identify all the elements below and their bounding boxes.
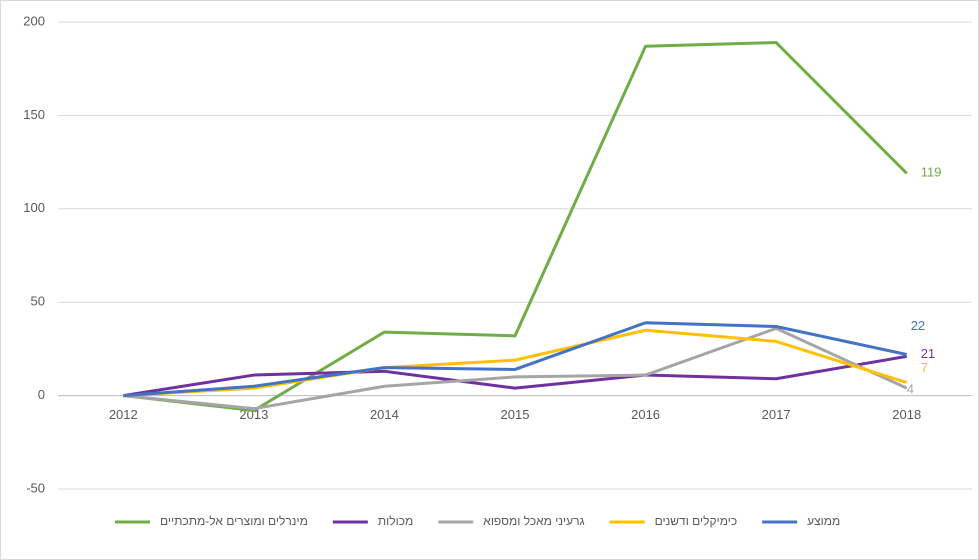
legend-label: גרעיני מאכל ומספוא bbox=[483, 514, 584, 528]
x-tick-label: 2014 bbox=[370, 407, 399, 422]
y-tick-label: -50 bbox=[26, 480, 45, 495]
series-line bbox=[123, 328, 908, 398]
legend-label: ממוצע bbox=[807, 514, 840, 528]
legend-label: מינרלים ומוצרים אל-מתכתיים bbox=[160, 514, 308, 528]
data-label: 4 bbox=[907, 382, 914, 397]
x-tick-label: 2018 bbox=[892, 407, 921, 422]
y-tick-label: 150 bbox=[23, 107, 45, 122]
legend-label: מכולות bbox=[378, 514, 413, 528]
x-tick-label: 2015 bbox=[501, 407, 530, 422]
y-tick-label: 50 bbox=[31, 294, 45, 309]
data-label: 22 bbox=[911, 318, 925, 333]
y-tick-label: 200 bbox=[23, 13, 45, 28]
data-label: 119 bbox=[921, 165, 942, 180]
data-label: 7 bbox=[921, 360, 928, 375]
series-line bbox=[123, 326, 908, 411]
x-tick-label: 2017 bbox=[762, 407, 791, 422]
x-tick-label: 2016 bbox=[631, 407, 660, 422]
data-label: 21 bbox=[921, 346, 935, 361]
series-line bbox=[123, 41, 908, 413]
y-tick-label: 0 bbox=[38, 387, 45, 402]
legend-label: כימיקלים ודשנים bbox=[655, 514, 738, 528]
series-line bbox=[123, 354, 907, 398]
series-line bbox=[123, 321, 908, 398]
y-tick-label: 100 bbox=[23, 200, 45, 215]
x-tick-label: 2012 bbox=[109, 407, 138, 422]
